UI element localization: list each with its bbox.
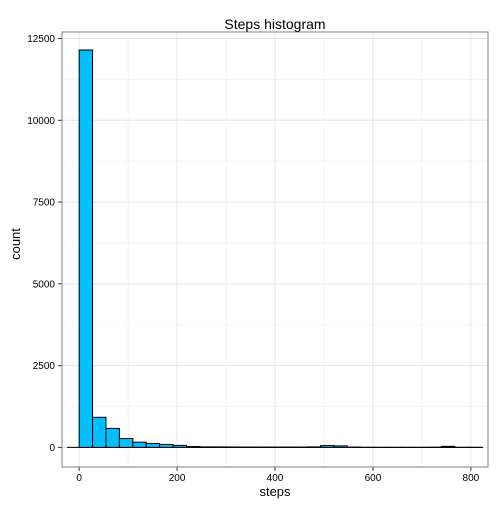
histogram-bar bbox=[334, 446, 347, 447]
y-tick-label: 7500 bbox=[33, 198, 56, 209]
y-tick-label: 12500 bbox=[27, 34, 55, 45]
histogram-bar bbox=[441, 446, 454, 447]
x-tick-label: 200 bbox=[169, 473, 186, 484]
y-axis-label: count bbox=[8, 228, 23, 260]
y-tick-label: 10000 bbox=[27, 116, 55, 127]
x-tick-label: 0 bbox=[76, 473, 82, 484]
chart-title: Steps histogram bbox=[224, 16, 325, 32]
histogram-bar bbox=[106, 428, 119, 447]
y-tick-label: 0 bbox=[49, 443, 55, 454]
x-tick-label: 800 bbox=[463, 473, 480, 484]
histogram-bar bbox=[93, 417, 106, 447]
histogram-bar bbox=[119, 439, 132, 448]
histogram-bar bbox=[79, 50, 92, 447]
y-tick-label: 2500 bbox=[33, 361, 56, 372]
histogram-bar bbox=[160, 444, 173, 447]
histogram-bar bbox=[321, 446, 334, 448]
x-axis-label: steps bbox=[259, 484, 291, 499]
histogram-bar bbox=[146, 443, 159, 447]
y-tick-label: 5000 bbox=[33, 279, 56, 290]
histogram-bar bbox=[173, 445, 186, 447]
x-tick-label: 600 bbox=[365, 473, 382, 484]
histogram-bar bbox=[186, 447, 199, 448]
histogram-bar bbox=[133, 442, 146, 447]
x-tick-label: 400 bbox=[267, 473, 284, 484]
